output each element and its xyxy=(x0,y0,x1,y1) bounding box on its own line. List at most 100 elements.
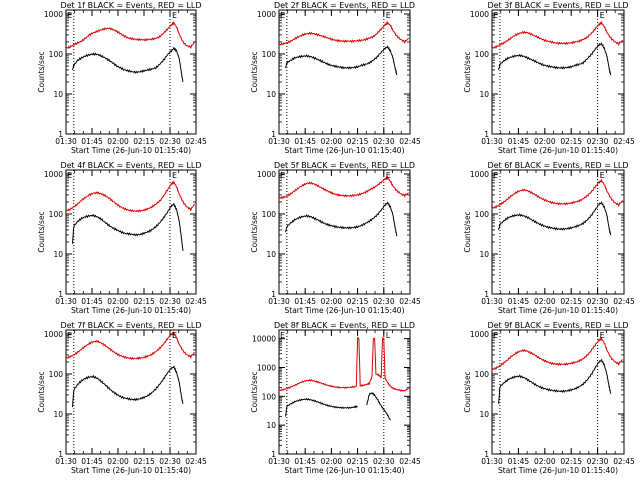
x-tick-label: 02:30 xyxy=(159,137,181,146)
x-tick-label: 02:00 xyxy=(534,457,556,466)
marker-label-e: E xyxy=(280,331,285,340)
plot-frame xyxy=(65,329,197,455)
y-tick-label: 10 xyxy=(53,410,63,419)
x-tick-label: 01:30 xyxy=(481,137,503,146)
x-axis-label: Start Time (26-Jun-10 01:15:40) xyxy=(71,306,191,315)
series-line-lld xyxy=(65,20,196,50)
marker-label-e: E xyxy=(280,171,285,180)
y-tick-label: 1 xyxy=(484,130,489,139)
series-line-lld xyxy=(491,178,624,209)
y-tick-label: 1 xyxy=(58,450,63,459)
series-line-lld xyxy=(491,20,624,49)
series-line-lld xyxy=(65,180,196,213)
y-tick-label: 10 xyxy=(479,90,489,99)
series-line-events xyxy=(498,42,612,76)
y-tick-label: 100 xyxy=(49,370,64,379)
panel-det-2 xyxy=(278,9,411,135)
x-tick-label: 02:15 xyxy=(347,457,369,466)
x-tick-label: 02:15 xyxy=(133,457,155,466)
panel-title: Det 8f BLACK = Events, RED = LLD xyxy=(274,321,415,330)
x-tick-label: 02:30 xyxy=(159,297,181,306)
series-line-events xyxy=(72,46,184,83)
x-tick-label: 01:45 xyxy=(294,457,316,466)
marker-label: E xyxy=(386,171,391,180)
x-axis-label: Start Time (26-Jun-10 01:15:40) xyxy=(498,466,618,475)
marker-label-e: E xyxy=(493,11,498,20)
x-axis-label: Start Time (26-Jun-10 01:15:40) xyxy=(285,146,405,155)
panel-det-9 xyxy=(491,329,625,455)
y-tick-label: 10000 xyxy=(252,335,276,344)
series-line-events xyxy=(285,45,398,76)
series-line-lld xyxy=(491,336,624,371)
series-line-events xyxy=(498,358,612,404)
y-tick-label: 100 xyxy=(475,50,490,59)
x-axis-label: Start Time (26-Jun-10 01:15:40) xyxy=(285,466,405,475)
y-tick-label: 1000 xyxy=(257,363,276,372)
series-line-events xyxy=(366,392,391,421)
x-tick-label: 02:00 xyxy=(107,457,129,466)
panel-title: Det 2f BLACK = Events, RED = LLD xyxy=(274,1,415,10)
x-axis-label: Start Time (26-Jun-10 01:15:40) xyxy=(71,146,191,155)
series-line-events xyxy=(72,365,184,408)
y-tick-label: 100 xyxy=(262,392,277,401)
x-tick-label: 01:30 xyxy=(268,137,290,146)
y-tick-label: 10 xyxy=(53,250,63,259)
y-axis-label: Counts/sec xyxy=(250,371,259,412)
x-tick-label: 02:00 xyxy=(107,137,129,146)
x-tick-label: 02:15 xyxy=(347,297,369,306)
x-tick-label: 02:45 xyxy=(613,137,635,146)
x-tick-label: 02:30 xyxy=(373,137,395,146)
panel-title: Det 4f BLACK = Events, RED = LLD xyxy=(60,161,201,170)
y-tick-label: 1 xyxy=(271,290,276,299)
panel-title: Det 9f BLACK = Events, RED = LLD xyxy=(487,321,628,330)
panel-title: Det 7f BLACK = Events, RED = LLD xyxy=(60,321,201,330)
panel-title: Det 5f BLACK = Events, RED = LLD xyxy=(274,161,415,170)
marker-label: E xyxy=(600,171,605,180)
x-tick-label: 01:30 xyxy=(55,297,77,306)
y-tick-label: 1000 xyxy=(257,10,276,19)
x-tick-label: 02:45 xyxy=(399,457,421,466)
y-tick-label: 1000 xyxy=(257,170,276,179)
y-tick-label: 10 xyxy=(266,250,276,259)
y-tick-label: 1 xyxy=(484,450,489,459)
y-tick-label: 10 xyxy=(266,421,276,430)
x-tick-label: 02:15 xyxy=(133,297,155,306)
x-tick-label: 01:30 xyxy=(268,457,290,466)
x-tick-label: 02:30 xyxy=(373,457,395,466)
x-tick-label: 02:15 xyxy=(560,297,582,306)
x-tick-label: 01:45 xyxy=(81,297,103,306)
x-tick-label: 01:45 xyxy=(294,297,316,306)
plot-frame xyxy=(65,169,197,295)
x-tick-label: 01:45 xyxy=(508,457,530,466)
x-tick-label: 02:00 xyxy=(321,137,343,146)
y-tick-label: 1 xyxy=(271,450,276,459)
x-tick-label: 01:30 xyxy=(481,297,503,306)
panel-det-1 xyxy=(65,9,197,135)
plot-frame xyxy=(491,9,625,135)
x-axis-label: Start Time (26-Jun-10 01:15:40) xyxy=(498,306,618,315)
panel-title: Det 3f BLACK = Events, RED = LLD xyxy=(487,1,628,10)
plot-frame xyxy=(278,9,411,135)
y-tick-label: 1000 xyxy=(470,330,489,339)
y-tick-label: 1000 xyxy=(44,330,63,339)
series-line-events xyxy=(498,201,612,236)
panel-det-3 xyxy=(491,9,625,135)
marker-label-e: E xyxy=(67,171,72,180)
x-tick-label: 01:30 xyxy=(481,457,503,466)
series-line-lld xyxy=(65,330,196,361)
series-line-lld xyxy=(278,175,409,200)
x-tick-label: 02:45 xyxy=(185,297,207,306)
plot-frame xyxy=(491,329,625,455)
series-line-events xyxy=(72,202,184,251)
marker-label: E xyxy=(600,11,605,20)
x-tick-label: 01:45 xyxy=(81,137,103,146)
x-tick-label: 02:15 xyxy=(347,137,369,146)
y-axis-label: Counts/sec xyxy=(463,211,472,252)
x-tick-label: 02:00 xyxy=(534,297,556,306)
y-tick-label: 100 xyxy=(475,210,490,219)
y-tick-label: 1 xyxy=(484,290,489,299)
x-axis-label: Start Time (26-Jun-10 01:15:40) xyxy=(71,466,191,475)
x-tick-label: 01:30 xyxy=(55,137,77,146)
plot-frame xyxy=(278,169,411,295)
x-tick-label: 02:45 xyxy=(399,137,421,146)
